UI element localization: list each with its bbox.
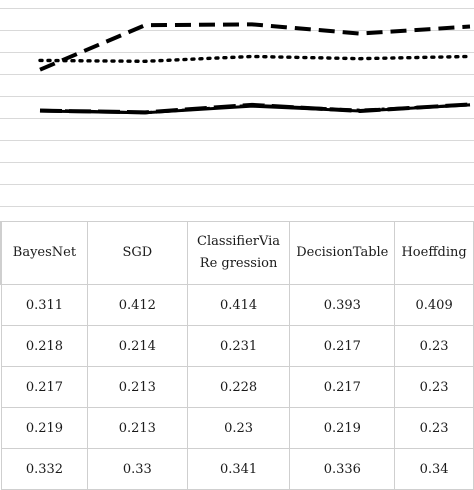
line-chart bbox=[0, 8, 474, 207]
column-header: Hoeffding bbox=[394, 221, 474, 285]
table-row: 0.311 0.412 0.414 0.393 0.409 bbox=[0, 284, 474, 326]
table-cell: 0.33 bbox=[86, 448, 188, 490]
table-cell: 0.217 bbox=[289, 366, 396, 408]
series-line-dotted bbox=[38, 54, 472, 63]
table-cell: 0.217 bbox=[289, 325, 396, 367]
table-cell: 0.341 bbox=[186, 448, 291, 490]
table-cell: 0.332 bbox=[1, 448, 88, 490]
table-cell: 0.217 bbox=[1, 366, 88, 408]
column-header: BayesNet bbox=[1, 221, 88, 285]
table-cell: 0.213 bbox=[86, 407, 188, 449]
table-row: 0.217 0.213 0.228 0.217 0.23 bbox=[0, 366, 474, 408]
column-header: SGD bbox=[86, 221, 188, 285]
table-cell: 0.23 bbox=[394, 325, 474, 367]
table-row: 0.218 0.214 0.231 0.217 0.23 bbox=[0, 325, 474, 367]
table-cell: 0.228 bbox=[186, 366, 291, 408]
table-cell: 0.393 bbox=[289, 284, 396, 326]
table-cell: 0.34 bbox=[394, 448, 474, 490]
data-table: BayesNet SGD ClassifierViaRe gression De… bbox=[0, 221, 474, 490]
series-line-solid bbox=[39, 103, 471, 115]
table-row: 0.219 0.213 0.23 0.219 0.23 bbox=[0, 407, 474, 449]
gridlines bbox=[0, 8, 474, 207]
table-cell: 0.409 bbox=[394, 284, 474, 326]
table-cell: 0.214 bbox=[86, 325, 188, 367]
table-cell: 0.23 bbox=[394, 407, 474, 449]
column-header: DecisionTable bbox=[289, 221, 396, 285]
table-cell: 0.23 bbox=[394, 366, 474, 408]
header-row: BayesNet SGD ClassifierViaRe gression De… bbox=[0, 221, 474, 285]
table-cell: 0.218 bbox=[1, 325, 88, 367]
series-line-dash-dot bbox=[39, 103, 471, 115]
table-cell: 0.412 bbox=[86, 284, 188, 326]
table-cell: 0.311 bbox=[1, 284, 88, 326]
column-header: ClassifierViaRe gression bbox=[186, 221, 291, 285]
table-cell: 0.231 bbox=[186, 325, 291, 367]
table-cell: 0.213 bbox=[86, 366, 188, 408]
table-row: 0.332 0.33 0.341 0.336 0.34 bbox=[0, 448, 474, 490]
table-cell: 0.336 bbox=[289, 448, 396, 490]
series-line-dashed bbox=[39, 22, 471, 72]
table-cell: 0.219 bbox=[1, 407, 88, 449]
table-cell: 0.23 bbox=[186, 407, 291, 449]
series-lines bbox=[38, 22, 472, 115]
table-cell: 0.219 bbox=[289, 407, 396, 449]
table-cell: 0.414 bbox=[186, 284, 291, 326]
